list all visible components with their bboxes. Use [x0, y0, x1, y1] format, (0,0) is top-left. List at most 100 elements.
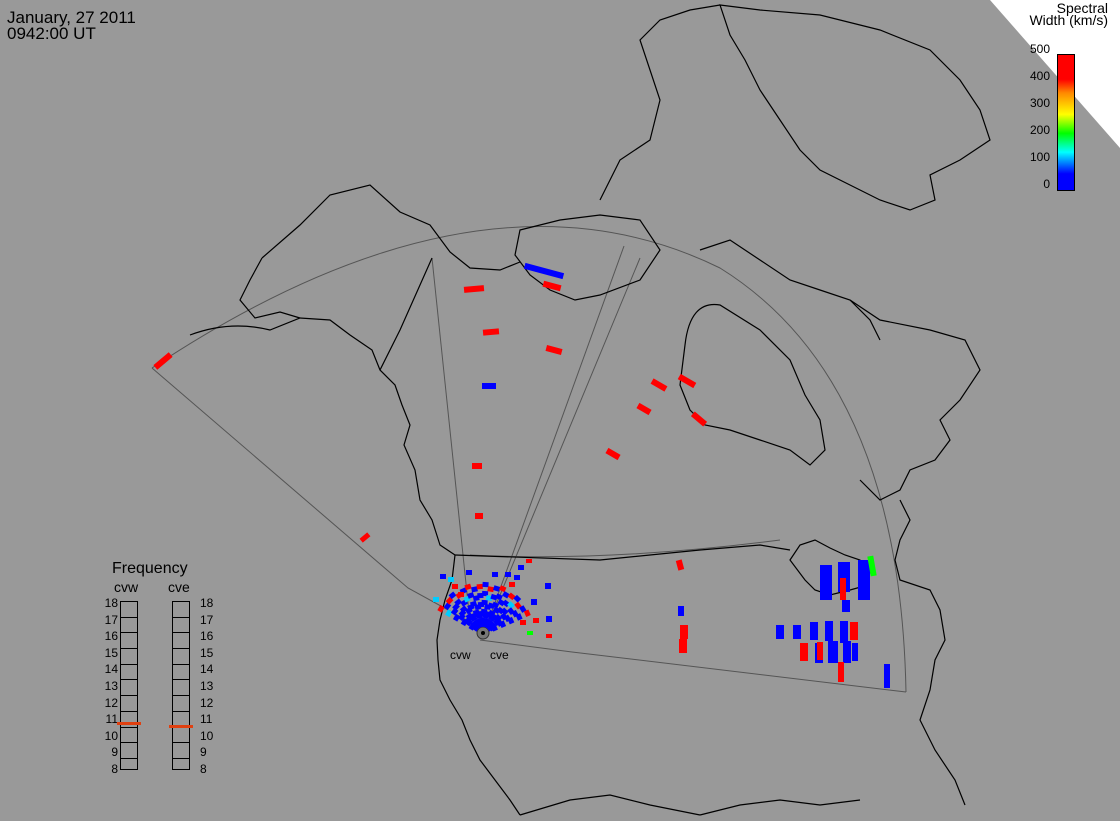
echo-cell — [678, 606, 684, 616]
echo-cell — [452, 584, 458, 589]
canada-territories — [379, 257, 433, 371]
echo-cell — [481, 599, 488, 606]
echo-cell — [452, 613, 461, 622]
echo-cell — [464, 583, 472, 591]
frequency-cell — [121, 680, 137, 697]
coastlines — [189, 4, 991, 816]
frequency-level-label: 12 — [200, 695, 214, 710]
colorbar-tick-label: 100 — [1029, 150, 1050, 164]
frequency-level-label: 17 — [200, 612, 214, 627]
radar-field-of-view — [151, 226, 907, 693]
date-label: January, 27 2011 — [7, 8, 136, 27]
echo-cell — [467, 592, 475, 599]
echo-cell — [545, 345, 563, 355]
backscatter-echoes — [153, 262, 890, 688]
frequency-cell — [173, 696, 189, 712]
echo-cell — [445, 609, 453, 618]
echo-cell — [515, 613, 523, 621]
echo-cell — [502, 591, 510, 599]
echo-cell — [518, 565, 524, 570]
echo-cell — [492, 585, 501, 592]
colorbar-title-line1: Spectral — [1056, 0, 1108, 16]
frequency-cell — [121, 728, 137, 744]
echo-cell — [840, 621, 848, 643]
frequency-column-west — [120, 601, 138, 770]
arctic-islands — [514, 214, 661, 301]
echo-cell — [481, 590, 489, 597]
echo-cell — [605, 447, 621, 461]
frequency-level-label: 13 — [104, 679, 118, 693]
echo-cell — [466, 570, 472, 575]
echo-cell — [505, 572, 511, 577]
echo-cell — [482, 328, 500, 336]
echo-cell — [500, 607, 509, 616]
echo-cell — [542, 280, 562, 292]
echo-cell — [497, 598, 506, 607]
echo-cell — [491, 601, 500, 609]
frequency-cell — [121, 602, 137, 618]
frequency-level-label: 9 — [200, 745, 207, 760]
echo-cell — [679, 639, 687, 653]
greenland — [719, 4, 991, 211]
map-corner-region — [990, 0, 1120, 148]
frequency-cell — [121, 618, 137, 634]
frequency-level-label: 11 — [105, 712, 118, 727]
colorbar-tick-label: 400 — [1029, 69, 1050, 83]
frequency-cell — [173, 602, 189, 618]
us-canada-border — [454, 544, 791, 561]
colorbar-tick-label: 0 — [1043, 177, 1050, 191]
frequency-radar-east: cve — [168, 579, 190, 595]
echo-cell — [636, 402, 652, 416]
echo-cell — [546, 616, 552, 622]
frequency-radar-west: cvw — [114, 579, 139, 595]
frequency-level-label: 16 — [104, 629, 118, 644]
alaska-coast — [189, 317, 456, 556]
frequency-cell — [121, 649, 137, 665]
colorbar-tick-label: 500 — [1029, 42, 1050, 56]
echo-cell — [482, 581, 489, 588]
echo-cell — [828, 641, 838, 663]
frequency-cell — [173, 665, 189, 681]
echo-cell — [840, 578, 846, 600]
frequency-level-label: 16 — [200, 629, 214, 644]
echo-cell — [793, 625, 801, 639]
frequency-column-east — [172, 601, 190, 770]
site-label-west: cvw — [450, 648, 471, 662]
echo-cell — [490, 593, 498, 601]
echo-cell — [509, 582, 515, 587]
frequency-cell — [173, 633, 189, 650]
labrador — [849, 299, 981, 501]
echo-cell — [519, 605, 527, 613]
frequency-cell — [173, 728, 189, 744]
echo-cell — [463, 285, 485, 293]
echo-cell — [852, 643, 858, 661]
echo-cell — [817, 642, 823, 660]
frequency-level-label: 14 — [200, 662, 214, 677]
baffin — [699, 239, 881, 341]
echo-cell — [471, 586, 478, 593]
colorbar-title-line2: Width (km/s) — [1029, 12, 1108, 28]
echo-cell — [477, 592, 484, 599]
frequency-level-label: 15 — [200, 645, 214, 660]
echo-cell — [690, 411, 708, 427]
frequency-level-label: 8 — [111, 762, 118, 776]
echo-cell — [546, 634, 552, 638]
echo-cell — [531, 599, 537, 605]
west-coast-us — [436, 554, 521, 816]
frequency-cell — [173, 743, 189, 759]
echo-cell — [507, 601, 515, 609]
frequency-cell — [173, 680, 189, 697]
echo-cell — [677, 373, 697, 389]
echo-cell — [527, 631, 533, 635]
frequency-level-label: 9 — [111, 745, 118, 760]
echo-cell — [507, 616, 515, 625]
echo-cell — [514, 575, 520, 580]
frequency-cell — [121, 743, 137, 759]
alaska-west — [239, 257, 301, 319]
echo-cell — [492, 572, 498, 577]
frequency-indicator-west — [117, 721, 141, 725]
echo-cell — [545, 583, 551, 589]
spectral-width-colorbar — [1057, 54, 1075, 191]
